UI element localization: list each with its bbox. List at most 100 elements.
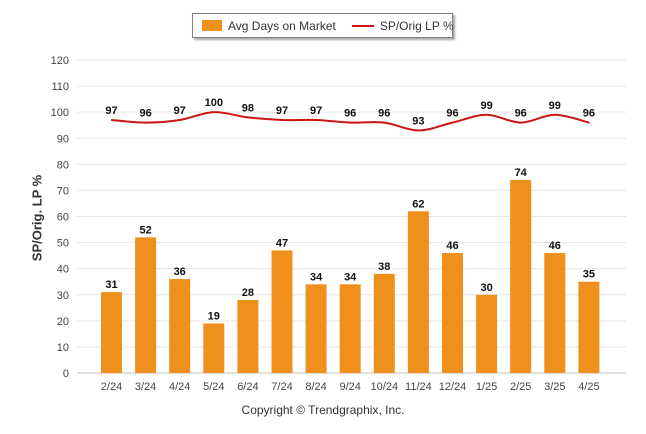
bar-value-label: 34 xyxy=(344,271,357,283)
x-tick-label: 10/24 xyxy=(371,381,399,393)
legend-bar-swatch xyxy=(202,20,222,31)
bar-data-labels: 31 52 36 19 28 47 34 34 38 62 46 30 74 46 35 xyxy=(105,167,595,322)
bar xyxy=(578,281,600,373)
legend-item-bar[interactable]: Avg Days on Market xyxy=(193,19,336,33)
legend-item-line[interactable]: SP/Orig LP % xyxy=(336,19,454,33)
line-value-label: 97 xyxy=(105,105,117,117)
y-axis: 0 10 20 30 40 50 60 70 80 90 100 110 120 xyxy=(51,55,69,380)
y-tick-label: 80 xyxy=(57,159,69,171)
line-value-label: 96 xyxy=(378,108,390,120)
line-point xyxy=(383,121,386,124)
line-value-label: 97 xyxy=(310,105,322,117)
line-point xyxy=(554,113,556,116)
line-point xyxy=(485,113,488,116)
y-tick-label: 100 xyxy=(51,107,69,119)
bar xyxy=(135,237,157,373)
line-value-label: 99 xyxy=(549,100,561,112)
line-point xyxy=(144,121,147,124)
line-point xyxy=(247,116,249,119)
bar xyxy=(203,323,225,373)
copyright-text: Copyright © Trendgraphix, Inc. xyxy=(241,403,405,417)
line-point xyxy=(588,121,590,124)
y-axis-title: SP/Orig. LP % xyxy=(29,174,45,262)
bar-value-label: 47 xyxy=(276,237,288,249)
bar-value-label: 35 xyxy=(583,269,595,281)
legend-bar-label: Avg Days on Market xyxy=(228,18,336,33)
bar xyxy=(476,294,498,373)
bar-value-label: 31 xyxy=(105,279,117,291)
line-value-label: 97 xyxy=(276,105,288,117)
bar xyxy=(271,250,293,373)
line-point xyxy=(519,121,522,124)
bar xyxy=(237,299,259,373)
line-value-label: 96 xyxy=(344,108,356,120)
bar xyxy=(407,211,429,373)
line-point xyxy=(417,129,420,132)
y-tick-label: 120 xyxy=(51,55,69,67)
x-tick-label: 1/25 xyxy=(476,381,497,393)
y-tick-label: 60 xyxy=(57,212,69,224)
y-tick-label: 40 xyxy=(57,264,69,276)
legend-line-swatch xyxy=(351,24,374,27)
y-tick-label: 50 xyxy=(57,238,69,250)
line-value-label: 96 xyxy=(446,108,458,120)
line-value-label: 100 xyxy=(205,97,223,109)
bar-value-label: 28 xyxy=(242,287,254,299)
bar-value-label: 46 xyxy=(549,240,561,252)
line-value-label: 96 xyxy=(583,108,595,120)
line-data-labels: 97 96 97 100 98 97 97 96 96 93 96 99 96 99 96 xyxy=(105,97,595,127)
y-tick-label: 30 xyxy=(57,290,69,302)
bar xyxy=(442,253,463,373)
x-axis: 2/24 3/24 4/24 5/24 6/24 7/24 8/24 9/24 10/24 11/… xyxy=(101,381,600,393)
line-point xyxy=(110,119,113,121)
line-series xyxy=(110,111,590,132)
line-value-label: 98 xyxy=(242,102,254,114)
x-tick-label: 6/24 xyxy=(237,381,258,393)
y-tick-label: 90 xyxy=(57,133,69,145)
bar xyxy=(101,292,122,373)
y-tick-label: 110 xyxy=(51,81,69,93)
bar xyxy=(305,284,327,373)
bar-value-label: 36 xyxy=(174,266,186,278)
bar-value-label: 46 xyxy=(446,240,458,252)
line-point xyxy=(315,119,317,121)
x-tick-label: 3/25 xyxy=(544,381,565,393)
x-tick-label: 8/24 xyxy=(305,381,326,393)
bar xyxy=(339,284,361,373)
line-point xyxy=(178,119,181,121)
legend: Avg Days on Market SP/Orig LP % xyxy=(192,13,454,38)
line-point xyxy=(213,111,215,113)
x-tick-label: 2/24 xyxy=(101,381,122,393)
bar-value-label: 62 xyxy=(412,198,424,210)
x-tick-label: 5/24 xyxy=(203,381,224,393)
line-point xyxy=(281,119,283,121)
x-tick-label: 4/25 xyxy=(578,381,599,393)
bar xyxy=(510,179,532,373)
x-tick-label: 4/24 xyxy=(169,381,190,393)
y-tick-label: 20 xyxy=(57,316,69,328)
x-tick-label: 12/24 xyxy=(439,381,467,393)
bar xyxy=(373,273,395,373)
line-point xyxy=(349,121,352,124)
line-value-label: 96 xyxy=(515,108,527,120)
bar xyxy=(544,253,566,373)
bar-value-label: 38 xyxy=(378,261,390,273)
bar-value-label: 34 xyxy=(310,271,323,283)
line-value-label: 97 xyxy=(174,105,186,117)
line-point xyxy=(451,121,454,124)
legend-line-label: SP/Orig LP % xyxy=(379,18,454,33)
x-tick-label: 11/24 xyxy=(405,381,432,393)
x-tick-label: 7/24 xyxy=(271,381,292,393)
x-tick-label: 3/24 xyxy=(135,381,156,393)
bar-value-label: 19 xyxy=(208,310,220,322)
x-tick-label: 2/25 xyxy=(510,381,531,393)
bar-series xyxy=(101,179,600,373)
y-tick-label: 10 xyxy=(57,342,69,354)
bar-value-label: 74 xyxy=(515,167,528,179)
line-value-label: 96 xyxy=(139,108,151,120)
y-tick-label: 0 xyxy=(63,368,69,380)
line-value-label: 99 xyxy=(480,100,492,112)
x-tick-label: 9/24 xyxy=(339,381,360,393)
line-value-label: 93 xyxy=(412,115,424,127)
bar-value-label: 30 xyxy=(480,282,492,294)
